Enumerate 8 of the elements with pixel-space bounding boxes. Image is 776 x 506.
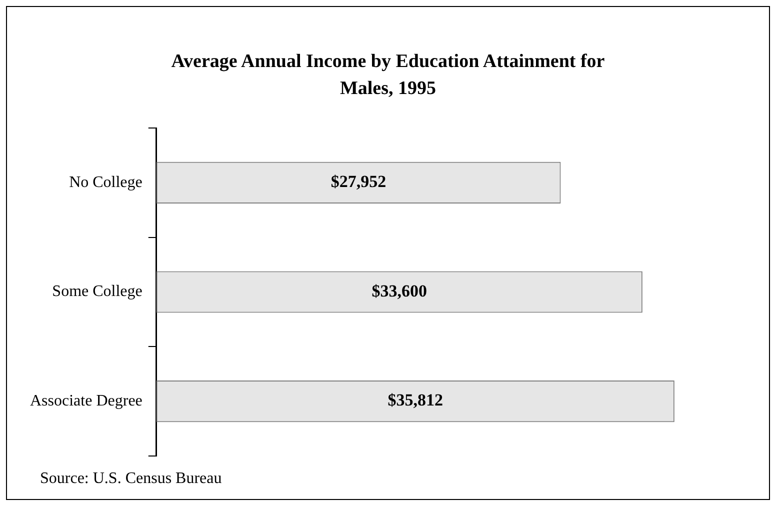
y-tick-label: No College xyxy=(69,174,142,191)
data-label: $33,600 xyxy=(372,281,428,300)
chart-title: Average Annual Income by Education Attainment for Males, 1995 xyxy=(170,50,606,101)
y-tick-label: Associate Degree xyxy=(30,392,142,410)
data-label: $35,812 xyxy=(388,390,444,410)
data-label: $27,952 xyxy=(330,172,386,192)
y-tick-label: Some College xyxy=(52,283,142,300)
source-note: Source: U.S. Census Bureau xyxy=(40,470,222,488)
